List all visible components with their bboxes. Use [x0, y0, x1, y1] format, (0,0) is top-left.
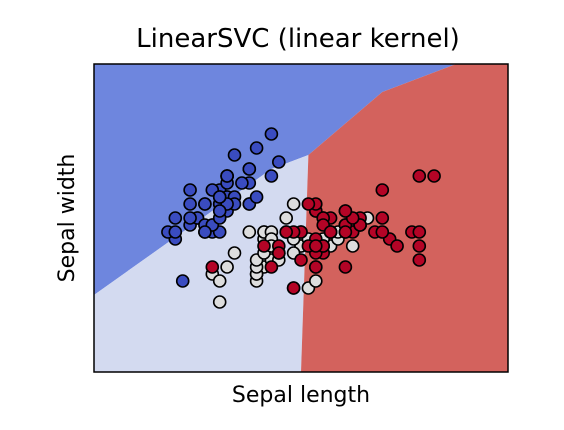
data-point-class-0	[242, 162, 257, 176]
data-point-class-0	[198, 225, 212, 239]
data-point-class-2	[390, 239, 404, 253]
data-point-class-0	[168, 211, 183, 225]
decision-regions	[94, 64, 508, 372]
data-point-class-2	[257, 239, 271, 253]
data-point-class-0	[212, 204, 227, 218]
data-point-class-2	[301, 197, 316, 211]
data-point-class-1	[212, 274, 227, 288]
x-axis-label: Sepal length	[232, 383, 370, 408]
decision-region-class-2	[301, 64, 508, 372]
data-point-class-1	[279, 211, 294, 225]
data-point-class-1	[242, 225, 257, 239]
data-point-class-0	[183, 211, 197, 225]
data-point-class-0	[183, 183, 197, 197]
data-point-class-2	[412, 253, 427, 267]
data-point-class-2	[286, 281, 301, 295]
data-point-class-2	[323, 225, 338, 239]
data-point-class-2	[308, 260, 323, 274]
data-point-class-0	[227, 148, 242, 162]
data-point-class-0	[220, 169, 234, 183]
data-point-class-1	[308, 274, 323, 288]
data-point-class-0	[212, 190, 227, 204]
data-point-class-2	[375, 211, 390, 225]
data-point-class-2	[375, 183, 390, 197]
data-point-class-2	[308, 239, 323, 253]
data-point-class-2	[412, 239, 427, 253]
data-point-class-2	[279, 225, 294, 239]
data-point-class-0	[271, 155, 286, 169]
data-point-class-0	[264, 127, 279, 141]
decision-region-class-1	[94, 155, 309, 372]
data-point-class-1	[220, 260, 234, 274]
plot-frame	[93, 63, 509, 373]
data-point-class-1	[227, 246, 242, 260]
data-point-class-2	[264, 260, 279, 274]
data-point-class-2	[294, 253, 308, 267]
data-point-class-0	[235, 176, 249, 190]
data-point-class-0	[198, 197, 212, 211]
data-point-class-2	[338, 260, 353, 274]
data-point-class-2	[338, 225, 353, 239]
decision-region-class-0	[94, 64, 457, 295]
data-point-class-1	[286, 197, 301, 211]
data-point-class-0	[249, 141, 264, 155]
data-point-class-2	[427, 169, 441, 183]
data-point-class-2	[271, 246, 286, 260]
data-point-class-2	[205, 260, 220, 274]
data-point-class-0	[264, 169, 279, 183]
y-axis-label: Sepal width	[55, 154, 80, 283]
data-point-class-2	[375, 225, 390, 239]
data-point-class-1	[345, 239, 360, 253]
data-point-class-2	[412, 225, 427, 239]
data-point-class-0	[249, 190, 264, 204]
data-point-class-2	[412, 169, 427, 183]
data-point-class-2	[338, 204, 353, 218]
data-point-class-0	[175, 274, 190, 288]
data-point-class-0	[183, 197, 197, 211]
data-points	[161, 127, 441, 309]
data-point-class-1	[212, 295, 227, 309]
chart-title: LinearSVC (linear kernel)	[136, 24, 460, 54]
data-point-class-0	[168, 225, 183, 239]
